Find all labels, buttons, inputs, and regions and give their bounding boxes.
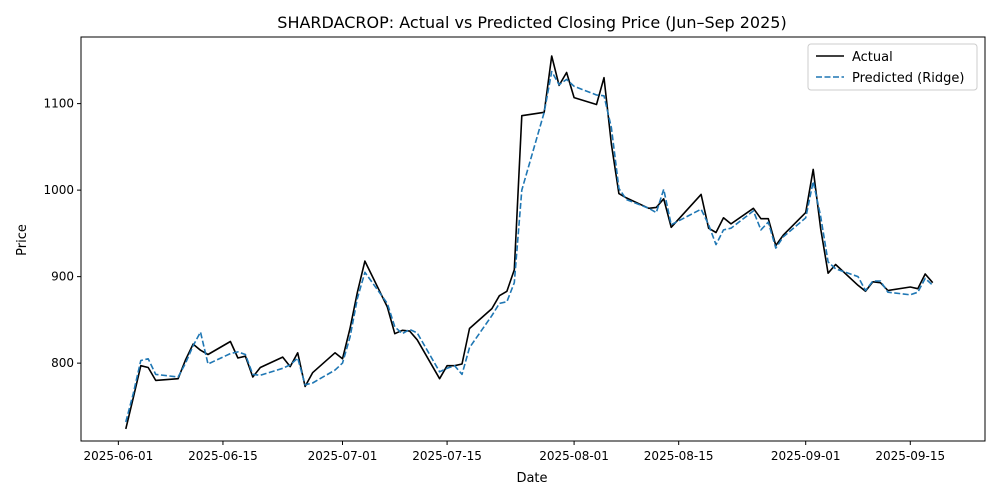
legend: Actual Predicted (Ridge) bbox=[807, 43, 978, 91]
x-tick-label-3: 2025-07-15 bbox=[412, 449, 482, 463]
x-axis-label: Date bbox=[516, 471, 547, 486]
series-line-1 bbox=[125, 70, 934, 423]
chart-title: SHARDACROP: Actual vs Predicted Closing … bbox=[277, 13, 786, 32]
series-line-0 bbox=[125, 55, 934, 430]
x-tick-label-7: 2025-09-15 bbox=[875, 449, 945, 463]
y-axis-label: Price bbox=[15, 224, 30, 256]
series-layer bbox=[125, 55, 934, 430]
y-tick-label-1: 900 bbox=[51, 270, 74, 284]
x-tick-label-4: 2025-08-01 bbox=[539, 449, 609, 463]
y-tick-label-0: 800 bbox=[51, 356, 74, 370]
x-tick-label-0: 2025-06-01 bbox=[83, 449, 153, 463]
x-axis: 2025-06-01 2025-06-15 2025-07-01 2025-07-15… bbox=[83, 441, 945, 463]
y-axis: 800 900 1000 1100 bbox=[43, 97, 81, 370]
axes-frame bbox=[80, 36, 986, 442]
legend-label-1: Predicted (Ridge) bbox=[852, 71, 964, 86]
legend-label-0: Actual bbox=[852, 50, 893, 65]
legend-box bbox=[807, 43, 978, 91]
y-tick-label-2: 1000 bbox=[43, 183, 74, 197]
x-tick-label-6: 2025-09-01 bbox=[771, 449, 841, 463]
x-tick-label-1: 2025-06-15 bbox=[188, 449, 258, 463]
x-tick-label-5: 2025-08-15 bbox=[644, 449, 714, 463]
y-tick-label-3: 1100 bbox=[43, 97, 74, 111]
x-tick-label-2: 2025-07-01 bbox=[308, 449, 378, 463]
